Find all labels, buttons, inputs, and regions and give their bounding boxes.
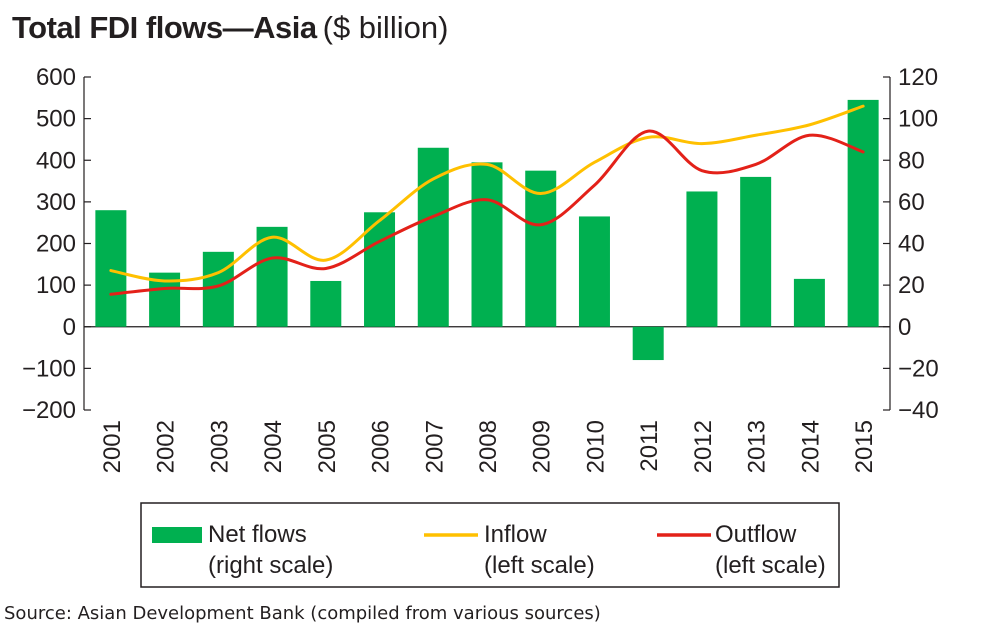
left-tick-label: 300 <box>36 189 76 216</box>
legend: Net flows (right scale) Inflow (left scale)… <box>140 502 840 588</box>
x-tick-label-2011: 2011 <box>636 420 663 472</box>
bar-net-flows-2015 <box>847 99 879 327</box>
left-axis: 600 500 400 300 200 100 0 −100 −200 <box>22 64 91 424</box>
x-tick-label-2014: 2014 <box>797 420 824 473</box>
x-tick-label-2004: 2004 <box>260 420 287 473</box>
x-tick-label-2009: 2009 <box>529 420 556 473</box>
left-tick-label: −200 <box>22 397 76 424</box>
left-tick-label: 200 <box>36 231 76 258</box>
line-inflow <box>109 104 865 283</box>
x-tick-label-2002: 2002 <box>153 420 180 473</box>
right-tick-label: 100 <box>898 106 938 133</box>
right-tick-label: −20 <box>898 355 939 382</box>
legend-box <box>140 502 840 588</box>
right-tick-label: 40 <box>898 231 925 258</box>
left-tick-label: 400 <box>36 147 76 174</box>
x-tick-label-2007: 2007 <box>421 420 448 473</box>
left-tick-label: 600 <box>36 64 76 91</box>
x-tick-label-2005: 2005 <box>314 420 341 473</box>
bar-net-flows-2001 <box>95 210 127 327</box>
bar-net-flows-2013 <box>740 176 772 327</box>
right-tick-label: 20 <box>898 272 925 299</box>
source-note: Source: Asian Development Bank (compiled… <box>4 603 601 624</box>
left-tick-label: 500 <box>36 106 76 133</box>
bar-net-flows-2009 <box>525 170 557 327</box>
x-tick-label-2010: 2010 <box>582 420 609 473</box>
net-flows-bars <box>95 99 879 361</box>
x-tick-label-2008: 2008 <box>475 420 502 473</box>
chart-title: Total FDI flows—Asia ($ billion) <box>12 10 448 46</box>
right-tick-label: −40 <box>898 397 939 424</box>
bar-net-flows-2012 <box>686 191 718 327</box>
left-tick-label: 100 <box>36 272 76 299</box>
x-tick-label-2003: 2003 <box>206 420 233 473</box>
x-tick-label-2001: 2001 <box>99 420 126 473</box>
bar-net-flows-2005 <box>310 280 342 327</box>
bar-net-flows-2014 <box>793 278 825 327</box>
bar-net-flows-2010 <box>578 216 610 327</box>
legend-label-outflow: Outflow <box>715 521 797 548</box>
right-tick-label: 80 <box>898 147 925 174</box>
x-tick-label-2006: 2006 <box>368 420 395 473</box>
legend-scale-outflow: (left scale) <box>715 552 826 579</box>
x-axis-labels: 2001 2002 2003 2004 2005 2006 2007 2008 2009 2010… <box>99 420 878 473</box>
legend-swatch-net-flows <box>152 527 202 543</box>
right-axis: 120 100 80 60 40 20 0 −20 −40 <box>883 64 939 424</box>
right-tick-label: 120 <box>898 64 938 91</box>
bar-net-flows-2004 <box>256 226 288 327</box>
legend-label-inflow: Inflow <box>484 521 547 548</box>
legend-label-net-flows: Net flows <box>208 521 307 548</box>
left-tick-label: −100 <box>22 355 76 382</box>
right-tick-label: 60 <box>898 189 925 216</box>
left-tick-label: 0 <box>63 314 76 341</box>
right-tick-label: 0 <box>898 314 911 341</box>
x-tick-label-2013: 2013 <box>744 420 771 473</box>
chart-title-unit: ($ billion) <box>322 10 449 45</box>
x-tick-label-2015: 2015 <box>851 420 878 473</box>
flow-lines <box>109 104 865 296</box>
chart-title-text: Total FDI flows—Asia <box>12 10 317 45</box>
bar-net-flows-2008 <box>471 162 503 327</box>
line-outflow <box>109 129 865 296</box>
bar-net-flows-2011 <box>632 326 664 361</box>
x-tick-label-2012: 2012 <box>690 420 717 473</box>
legend-scale-inflow: (left scale) <box>484 552 595 579</box>
legend-scale-net-flows: (right scale) <box>208 552 333 579</box>
bar-net-flows-2006 <box>364 212 396 327</box>
